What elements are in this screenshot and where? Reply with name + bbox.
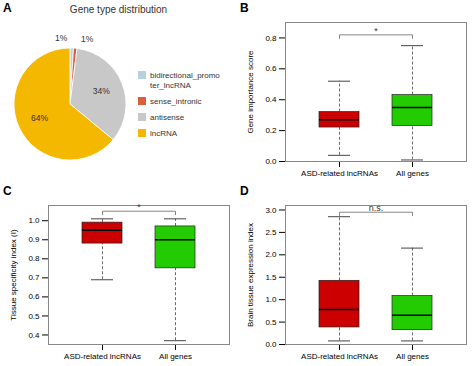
svg-text:1.5: 1.5: [265, 273, 277, 282]
svg-text:All genes: All genes: [159, 352, 192, 361]
svg-text:0.6: 0.6: [265, 64, 277, 73]
svg-text:0.5: 0.5: [28, 311, 40, 320]
svg-text:0.4: 0.4: [28, 331, 40, 340]
svg-text:1.0: 1.0: [28, 216, 40, 225]
svg-text:2.5: 2.5: [265, 228, 277, 237]
svg-text:n.s.: n.s.: [369, 203, 384, 213]
svg-text:bidirectional_promoter_lncRNA: bidirectional_promoter_lncRNA: [150, 71, 220, 90]
svg-text:ASD-related lncRNAs: ASD-related lncRNAs: [301, 352, 378, 361]
svg-text:0.5: 0.5: [265, 318, 277, 327]
svg-text:0.7: 0.7: [28, 273, 40, 282]
svg-text:34%: 34%: [93, 86, 110, 96]
svg-text:64%: 64%: [31, 113, 48, 123]
svg-text:1%: 1%: [55, 33, 68, 43]
svg-text:ASD-related lncRNAs: ASD-related lncRNAs: [64, 352, 141, 361]
svg-text:lncRNA: lncRNA: [150, 129, 178, 138]
html-text:B: B: [240, 1, 249, 15]
svg-text:1.0: 1.0: [265, 295, 277, 304]
svg-text:2.0: 2.0: [265, 250, 277, 259]
svg-text:All genes: All genes: [396, 169, 429, 178]
svg-text:*: *: [374, 26, 378, 36]
svg-text:antisense: antisense: [150, 113, 185, 122]
svg-text:1%: 1%: [81, 34, 94, 44]
html-text:C: C: [3, 184, 12, 198]
svg-text:Gene type distribution: Gene type distribution: [70, 4, 167, 15]
svg-text:Gene importance score: Gene importance score: [246, 50, 255, 134]
svg-text:0.0: 0.0: [265, 157, 277, 166]
html-text:D: D: [240, 184, 249, 198]
svg-text:3.0: 3.0: [265, 206, 277, 215]
svg-text:Tissue specificity index (I): Tissue specificity index (I): [9, 229, 18, 321]
svg-text:0.8: 0.8: [28, 254, 40, 263]
svg-text:0.9: 0.9: [28, 235, 40, 244]
svg-text:All genes: All genes: [396, 352, 429, 361]
svg-text:0.0: 0.0: [265, 340, 277, 349]
svg-text:*: *: [137, 202, 141, 212]
html-text:A: A: [3, 1, 12, 15]
svg-text:sense_intronic: sense_intronic: [150, 97, 202, 106]
svg-text:0.2: 0.2: [265, 126, 277, 135]
svg-text:0.6: 0.6: [28, 292, 40, 301]
svg-text:0.4: 0.4: [265, 95, 277, 104]
svg-text:ASD-related lncRNAs: ASD-related lncRNAs: [301, 169, 378, 178]
svg-text:0.8: 0.8: [265, 34, 277, 43]
svg-text:Brain tissue expression index: Brain tissue expression index: [246, 223, 255, 327]
